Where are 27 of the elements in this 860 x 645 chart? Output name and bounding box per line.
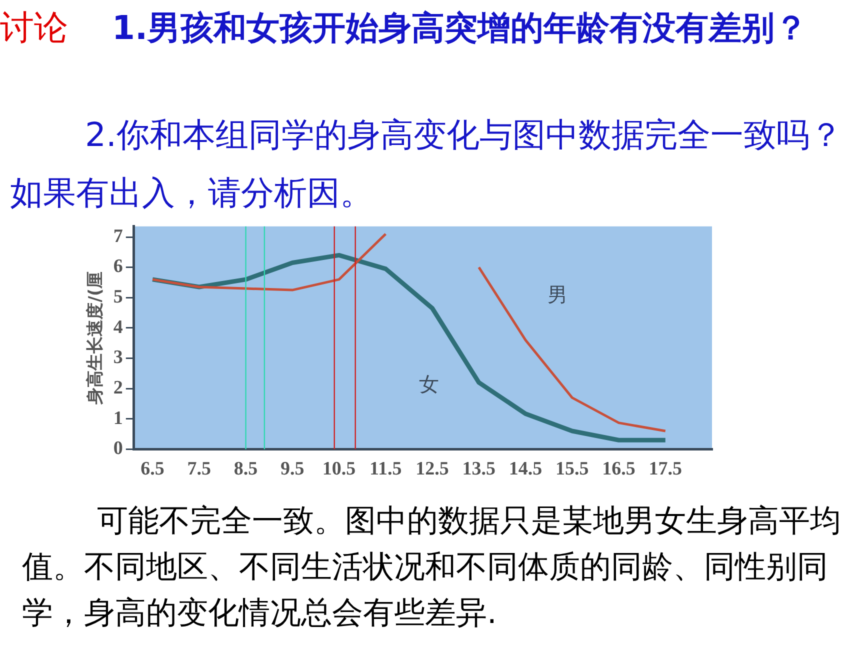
text: 可能不完全一致。图中的数据只是某地男女生身高平均值。不同地区、不同生活状况和不同体质的同龄、同性别同学，身高的变化情况总会有些差异.: [21, 502, 842, 633]
text: 2.你和本组同学的身高变化与图中数据完全一致吗？如果有出入，请分析因。: [9, 114, 844, 214]
x-tick-label: 10.5: [322, 458, 356, 480]
y-tick-label: 0: [113, 438, 123, 460]
y-tick-label: 3: [113, 347, 123, 368]
y-tick-label: 1: [113, 408, 123, 429]
x-tick-label: 7.5: [187, 458, 212, 480]
x-tick-label: 14.5: [508, 458, 542, 480]
x-tick-label: 17.5: [648, 458, 682, 480]
x-tick-label: 16.5: [602, 458, 636, 480]
x-tick-label: 12.5: [416, 458, 449, 480]
y-axis-title: 身高生长速度/(厘: [86, 271, 106, 406]
y-tick-label: 6: [113, 256, 123, 278]
x-tick-label: 6.5: [140, 458, 164, 480]
x-tick-label: 15.5: [556, 458, 589, 480]
x-tick-label: 13.5: [462, 458, 496, 480]
series-label: 男: [548, 282, 568, 307]
series-label: 女: [418, 372, 439, 396]
text: 1.男孩和女孩开始身高突增的年龄有没有差别？: [112, 8, 808, 47]
chart-title: 讨论: [0, 8, 68, 48]
x-tick-label: 9.5: [280, 458, 304, 480]
y-tick-label: 5: [113, 286, 123, 308]
x-tick-label: 8.5: [234, 458, 258, 480]
y-tick-label: 2: [113, 377, 123, 398]
x-tick-label: 11.5: [370, 458, 402, 480]
y-tick-label: 4: [113, 316, 124, 338]
y-tick-label: 7: [113, 226, 124, 247]
